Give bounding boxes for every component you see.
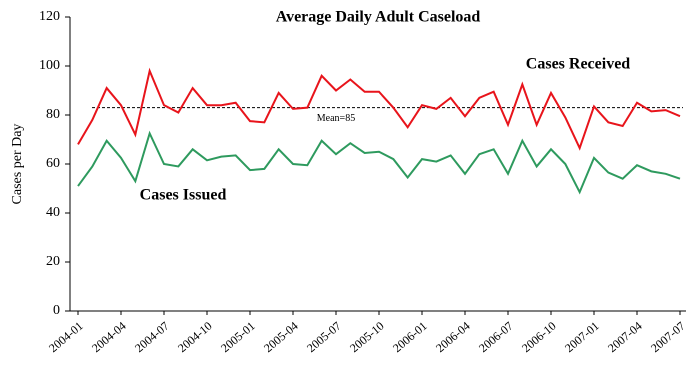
mean-label: Mean=85 xyxy=(317,113,355,124)
y-tick-label: 0 xyxy=(53,303,60,318)
x-tick-label: 2007-07 xyxy=(648,319,686,355)
series-line xyxy=(77,67,681,151)
x-tick-label: 2004-04 xyxy=(89,319,129,355)
series-label: Cases Issued xyxy=(140,187,227,204)
chart-title: Average Daily Adult Caseload xyxy=(276,9,481,26)
x-tick-label: 2006-07 xyxy=(476,319,516,355)
x-tick-label: 2006-10 xyxy=(519,319,559,355)
x-tick-label: 2007-01 xyxy=(562,319,602,355)
x-tick-label: 2006-04 xyxy=(433,319,473,355)
x-tick-label: 2005-04 xyxy=(261,319,301,355)
x-tick-label: 2005-07 xyxy=(304,319,344,355)
x-tick-label: 2004-10 xyxy=(175,319,215,355)
series-line xyxy=(77,130,681,195)
x-tick-label: 2007-04 xyxy=(605,319,645,355)
y-tick-label: 80 xyxy=(46,107,60,122)
y-tick-label: 120 xyxy=(39,9,60,24)
x-tick-label: 2006-01 xyxy=(390,319,430,355)
series-label: Cases Received xyxy=(526,56,631,73)
y-tick-label: 20 xyxy=(46,254,60,269)
y-tick-label: 100 xyxy=(39,58,60,73)
y-tick-label: 40 xyxy=(46,205,60,220)
x-tick-label: 2005-10 xyxy=(347,319,387,355)
x-tick-label: 2005-01 xyxy=(218,319,258,355)
y-tick-label: 60 xyxy=(46,156,60,171)
x-tick-label: 2004-07 xyxy=(132,319,172,355)
y-axis-label: Cases per Day xyxy=(10,124,25,205)
x-tick-label: 2004-01 xyxy=(46,319,86,355)
